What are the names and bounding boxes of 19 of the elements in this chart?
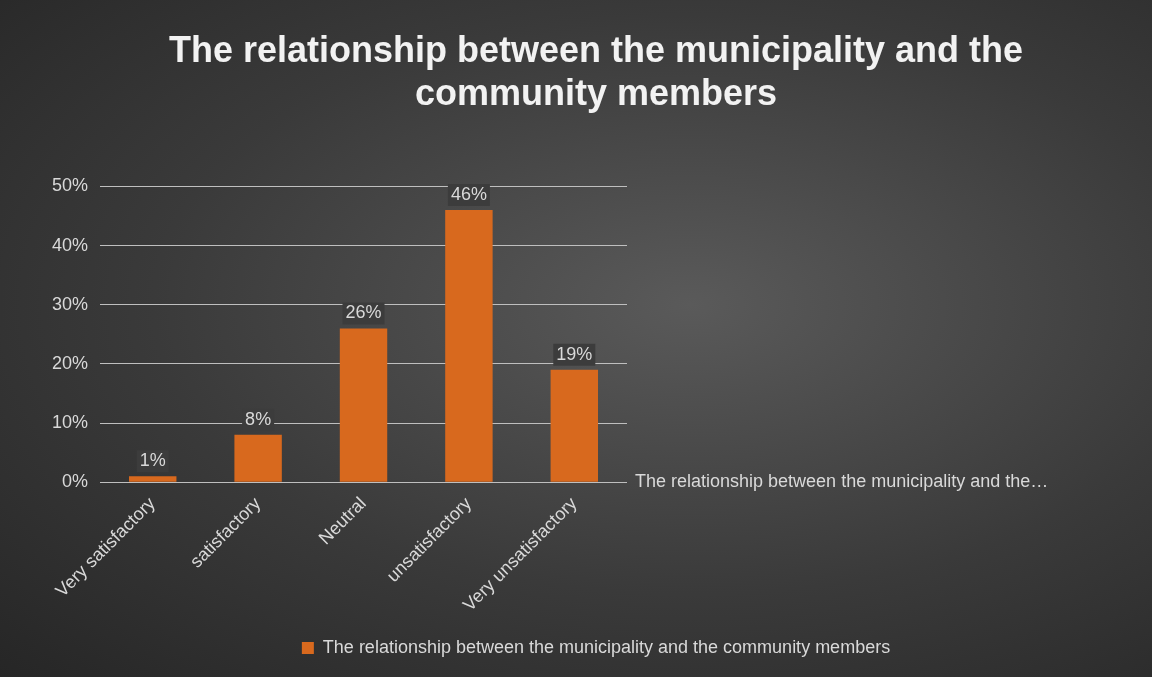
y-tick-label: 30% bbox=[52, 293, 89, 314]
bar bbox=[339, 328, 388, 482]
y-tick-label: 20% bbox=[52, 352, 89, 373]
data-label: 19% bbox=[556, 343, 593, 364]
legend-label: The relationship between the municipality and the community members bbox=[322, 636, 891, 657]
bar bbox=[129, 476, 177, 482]
y-tick-label: 10% bbox=[52, 412, 89, 433]
y-tick-label: 0% bbox=[62, 471, 89, 492]
data-label: 26% bbox=[345, 302, 382, 323]
data-label: 1% bbox=[139, 450, 166, 471]
text: The relationship between the municipality and the… bbox=[635, 471, 1049, 492]
bar bbox=[445, 210, 493, 482]
y-tick-label: 40% bbox=[52, 234, 89, 255]
bar bbox=[234, 434, 282, 482]
data-label: 46% bbox=[450, 184, 487, 205]
chart-title: The relationship between the municipality and the community members bbox=[168, 28, 1024, 113]
y-tick-label: 50% bbox=[52, 175, 89, 196]
data-label: 8% bbox=[245, 408, 272, 429]
bar bbox=[550, 369, 599, 482]
